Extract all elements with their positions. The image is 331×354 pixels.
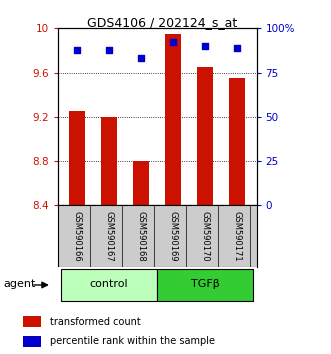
Point: [235, 45, 240, 51]
Text: agent: agent: [3, 279, 36, 289]
Text: GSM590168: GSM590168: [137, 211, 146, 262]
Point: [203, 43, 208, 49]
Text: GSM590169: GSM590169: [169, 211, 178, 262]
Text: transformed count: transformed count: [50, 316, 141, 327]
Bar: [197, 67, 213, 205]
Text: GDS4106 / 202124_s_at: GDS4106 / 202124_s_at: [87, 16, 237, 29]
Point: [74, 47, 80, 52]
Text: control: control: [90, 279, 128, 289]
Point: [107, 47, 112, 52]
Text: GSM590166: GSM590166: [72, 211, 82, 262]
Bar: [23, 336, 41, 347]
Point: [170, 40, 176, 45]
Text: percentile rank within the sample: percentile rank within the sample: [50, 336, 215, 346]
Bar: [165, 34, 181, 205]
Bar: [61, 269, 157, 301]
Text: GSM590167: GSM590167: [105, 211, 114, 262]
Bar: [229, 78, 245, 205]
Bar: [101, 117, 117, 205]
Text: GSM590171: GSM590171: [233, 211, 242, 262]
Text: GSM590170: GSM590170: [201, 211, 210, 262]
Bar: [69, 111, 85, 205]
Point: [139, 56, 144, 61]
Bar: [157, 269, 253, 301]
Bar: [23, 316, 41, 327]
Bar: [133, 161, 149, 205]
Text: TGFβ: TGFβ: [191, 279, 220, 289]
